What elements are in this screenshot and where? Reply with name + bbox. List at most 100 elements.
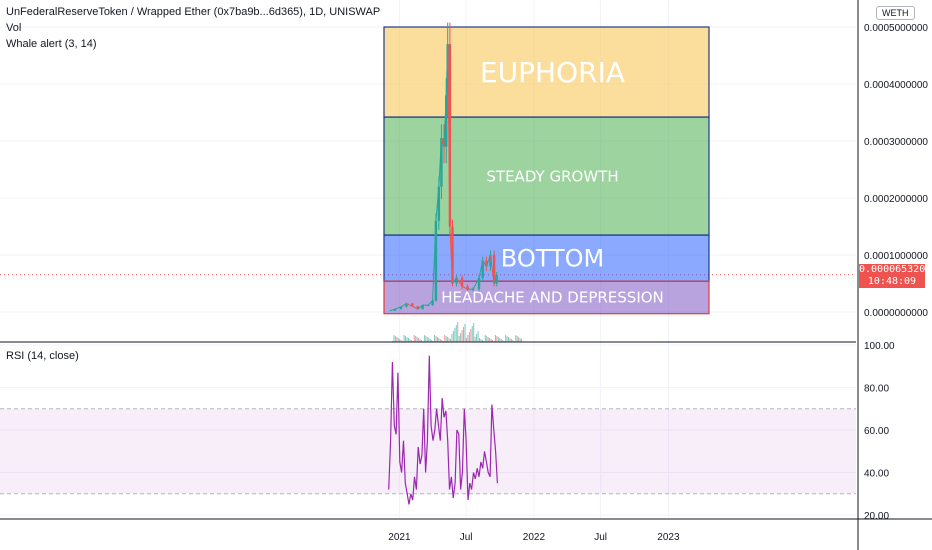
volume-bar (436, 337, 438, 342)
rsi-label[interactable]: RSI (14, close) (6, 350, 79, 362)
volume-bar (465, 338, 467, 342)
volume-bar (399, 339, 401, 342)
zone-label: STEADY GROWTH (486, 167, 618, 185)
volume-bar (490, 339, 492, 342)
volume-bar (515, 335, 517, 342)
volume-bar (480, 339, 482, 342)
candle-connector (456, 277, 463, 287)
volume-bar (400, 340, 402, 342)
volume-bar (426, 337, 428, 342)
zone-label: BOTTOM (501, 245, 604, 273)
candle-connector (417, 304, 423, 310)
volume-bars (392, 322, 523, 342)
volume-bar (452, 331, 454, 342)
volume-bar (415, 336, 417, 342)
price-tick-label: 0.0005000000 (864, 23, 928, 34)
candle-body (434, 220, 438, 301)
rsi-tick-label: 20.00 (864, 511, 889, 522)
candle-body (492, 255, 496, 284)
candle-body (411, 303, 414, 307)
time-tick-label: Jul (594, 532, 607, 543)
volume-bar (418, 338, 420, 342)
volume-bar (419, 339, 421, 342)
volume-bar (477, 331, 479, 342)
volume-bar (397, 338, 399, 342)
vol-label[interactable]: Vol (6, 22, 22, 34)
volume-bar (474, 337, 476, 342)
candle-connector (427, 300, 433, 306)
volume-bar (505, 335, 507, 342)
volume-bar (512, 340, 514, 342)
candle-body (445, 95, 448, 147)
volume-bar (500, 339, 502, 342)
candle-body (448, 44, 452, 227)
candle-body (416, 306, 420, 310)
price-tick-label: 0.0004000000 (864, 80, 928, 91)
candle-body (495, 274, 498, 284)
volume-bar (423, 335, 425, 342)
candle-connector (472, 277, 480, 290)
volume-bar (461, 330, 463, 342)
volume-bar (396, 337, 398, 342)
candle-connector (432, 220, 437, 301)
candle-connector (452, 277, 457, 284)
candle-body (451, 226, 454, 284)
rsi-panel (0, 341, 856, 516)
candles (389, 22, 498, 312)
candle-body (466, 286, 469, 290)
candle-connector (482, 260, 487, 267)
volume-bar (425, 336, 427, 342)
rsi-tick-label: 60.00 (864, 426, 889, 437)
candle-connector (489, 254, 495, 284)
candle-connector (461, 285, 468, 290)
volume-bar (476, 334, 478, 342)
symbol-badge[interactable]: WETH (876, 6, 915, 20)
last-price-value: 0.0000653207 (859, 264, 932, 276)
whale-alert-label[interactable]: Whale alert (3, 14) (6, 38, 97, 50)
volume-bar (509, 338, 511, 342)
volume-bar (468, 332, 470, 342)
rsi-tick-label: 100.00 (864, 341, 895, 352)
zone-boxes: EUPHORIA STEADY GROWTH BOTTOM HEADACHE AND … (383, 26, 710, 315)
volume-bar (519, 338, 521, 342)
volume-bar (393, 335, 395, 342)
volume-bar (471, 326, 473, 342)
volume-bar (421, 340, 422, 342)
volume-bar (494, 335, 496, 342)
volume-bar (445, 336, 447, 342)
volume-bar (463, 327, 465, 342)
candle-connector (438, 138, 442, 187)
volume-bar (410, 340, 412, 342)
candle-connector (400, 303, 407, 308)
volume-bar (510, 339, 512, 342)
candle-connector (449, 226, 453, 284)
zone-box (383, 234, 710, 282)
volume-bar (450, 339, 451, 342)
candle-body (485, 260, 488, 267)
volume-bar (492, 340, 494, 342)
price-tick-label: 0.0000000000 (864, 308, 928, 319)
price-tick-label: 0.0003000000 (864, 137, 928, 148)
volume-bar (416, 337, 418, 342)
candle-connector (412, 305, 419, 310)
volume-bar (470, 329, 472, 342)
volume-bar (521, 339, 523, 342)
volume-bar (516, 336, 518, 342)
zone-label: HEADACHE AND DEPRESSION (441, 289, 664, 307)
candle-body (489, 255, 492, 267)
price-tick-label: 0.0002000000 (864, 194, 928, 205)
time-tick-label: 2023 (657, 532, 680, 543)
candle-connector (406, 302, 413, 307)
volume-bar (434, 335, 436, 342)
candle-body (440, 138, 443, 187)
volume-bar (409, 339, 411, 342)
candle-body (477, 277, 481, 290)
symbol-title[interactable]: UnFederalReserveToken / Wrapped Ether (0… (6, 6, 381, 18)
candle-body (437, 186, 441, 221)
volume-bar (429, 339, 431, 342)
volume-bar (486, 336, 488, 342)
candle-body (431, 300, 434, 306)
candle-connector (447, 44, 451, 227)
